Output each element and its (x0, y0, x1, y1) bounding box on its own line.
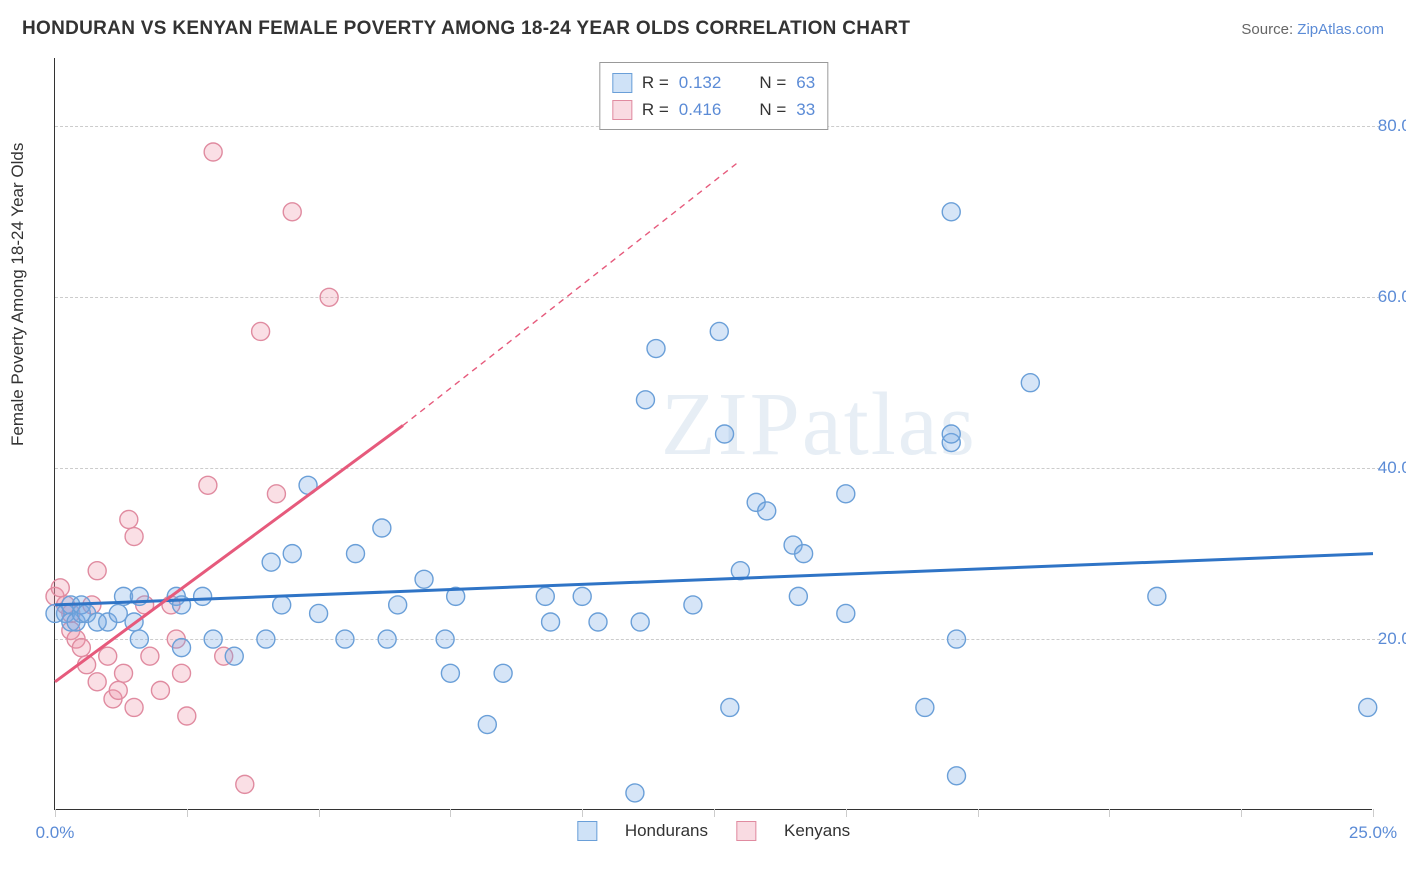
header-row: HONDURAN VS KENYAN FEMALE POVERTY AMONG … (22, 18, 1384, 40)
stats-R-label: R = (642, 96, 669, 123)
stats-N-value-0: 63 (796, 69, 815, 96)
stats-N-label: N = (759, 96, 786, 123)
swatch-series-1 (612, 100, 632, 120)
y-tick-label: 20.0% (1378, 629, 1406, 649)
stats-N-value-1: 33 (796, 96, 815, 123)
y-tick-label: 60.0% (1378, 287, 1406, 307)
stats-R-label: R = (642, 69, 669, 96)
legend-swatch-0 (577, 821, 597, 841)
y-tick-label: 80.0% (1378, 116, 1406, 136)
x-tick-label: 0.0% (36, 823, 75, 843)
source-attribution: Source: ZipAtlas.com (1241, 21, 1384, 38)
stats-legend-box: R = 0.132 N = 63 R = 0.416 N = 33 (599, 62, 828, 130)
source-link[interactable]: ZipAtlas.com (1297, 21, 1384, 38)
legend-label-0: Hondurans (625, 821, 708, 841)
y-axis-title: Female Poverty Among 18-24 Year Olds (8, 143, 28, 446)
x-tick-label: 25.0% (1349, 823, 1397, 843)
chart-svg (55, 58, 1372, 809)
y-tick-label: 40.0% (1378, 458, 1406, 478)
stats-N-label: N = (759, 69, 786, 96)
stats-row-0: R = 0.132 N = 63 (612, 69, 815, 96)
chart-title: HONDURAN VS KENYAN FEMALE POVERTY AMONG … (22, 18, 910, 40)
plot-area: ZIPatlas R = 0.132 N = 63 R = 0.416 N = … (54, 58, 1372, 810)
stats-R-value-1: 0.416 (679, 96, 722, 123)
stats-R-value-0: 0.132 (679, 69, 722, 96)
series-legend: Hondurans Kenyans (577, 821, 850, 841)
legend-label-1: Kenyans (784, 821, 850, 841)
stats-row-1: R = 0.416 N = 33 (612, 96, 815, 123)
swatch-series-0 (612, 73, 632, 93)
legend-swatch-1 (736, 821, 756, 841)
source-prefix: Source: (1241, 21, 1297, 38)
